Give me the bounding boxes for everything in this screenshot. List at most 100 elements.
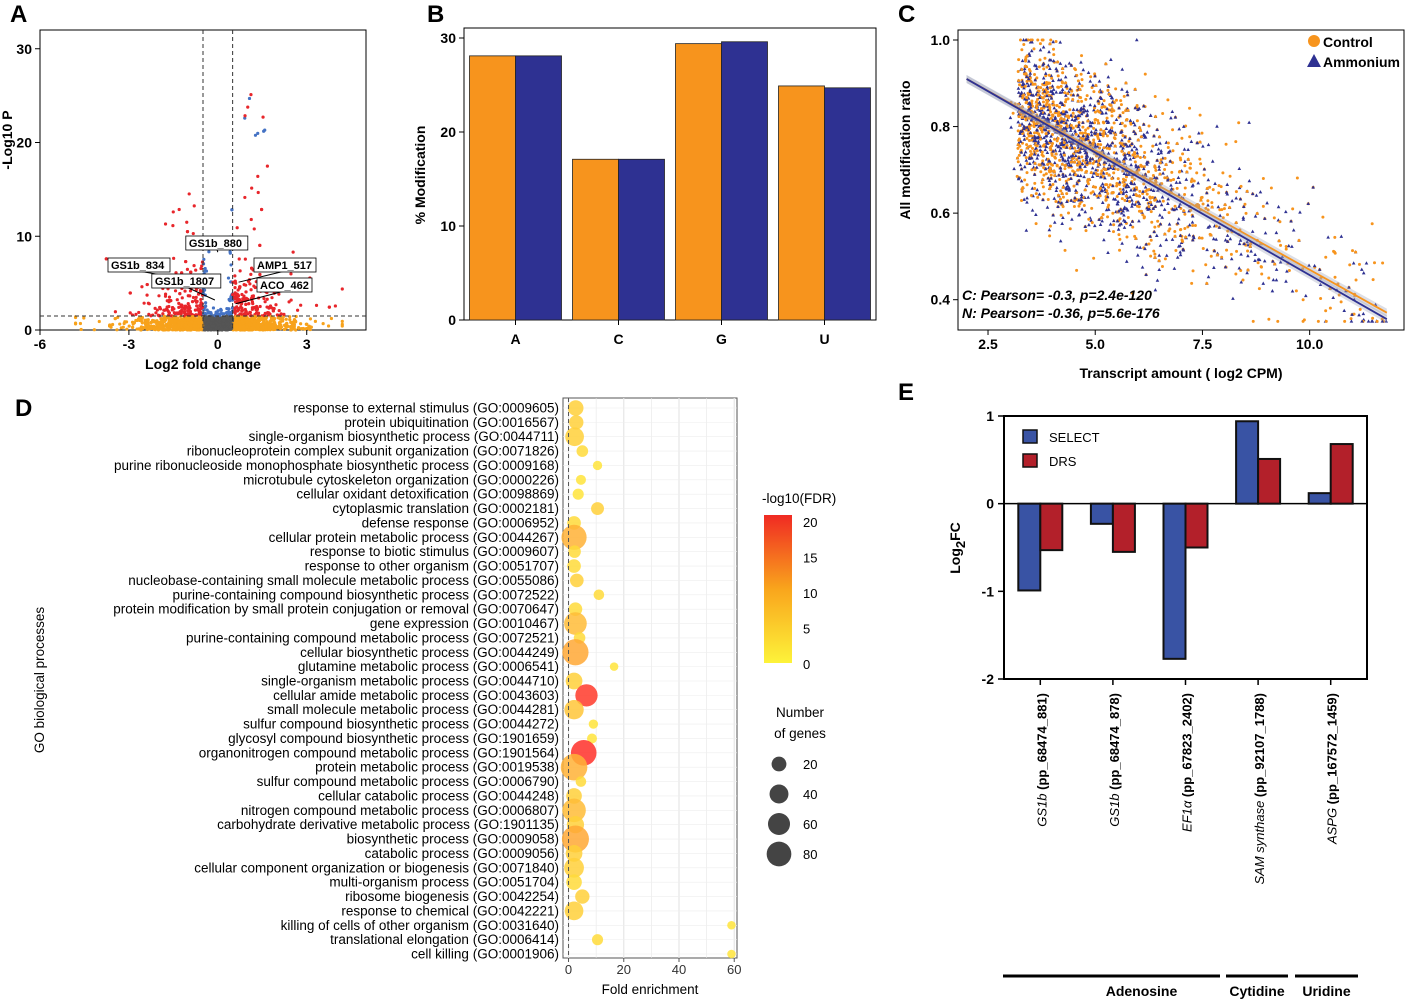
control-point — [1089, 171, 1093, 175]
volcano-point — [243, 297, 247, 301]
x-tick-label: -6 — [34, 336, 47, 352]
volcano-point — [233, 307, 237, 311]
control-point — [1209, 233, 1213, 237]
volcano-point — [240, 319, 244, 324]
control-point — [1297, 238, 1301, 242]
volcano-point — [115, 328, 119, 332]
control-point — [1062, 153, 1066, 157]
control-point — [1246, 249, 1250, 253]
control-point — [1121, 134, 1125, 138]
volcano-point — [177, 207, 181, 212]
volcano-point — [199, 297, 203, 302]
volcano-point — [113, 310, 117, 314]
volcano-point — [248, 282, 252, 286]
control-point — [1025, 171, 1029, 175]
control-point — [1022, 93, 1026, 97]
control-point — [1259, 265, 1263, 269]
ammonium-point — [1054, 143, 1059, 147]
ammonium-point — [1141, 195, 1146, 199]
volcano-point — [177, 323, 181, 327]
control-point — [1190, 281, 1194, 285]
control-point — [1061, 185, 1065, 189]
volcano-point — [242, 294, 246, 298]
control-point — [1058, 178, 1062, 182]
control-point — [1060, 80, 1064, 84]
control-point — [1071, 126, 1075, 130]
control-point — [1032, 47, 1036, 51]
volcano-point — [145, 293, 149, 297]
control-point — [1017, 153, 1021, 157]
control-point — [1041, 100, 1045, 104]
ammonium-point — [1182, 147, 1187, 151]
control-point — [1199, 198, 1203, 202]
label-box — [256, 277, 313, 293]
volcano-point — [270, 317, 274, 321]
control-point — [1030, 168, 1034, 172]
control-point — [1068, 108, 1072, 112]
ammonium-point — [1009, 125, 1013, 129]
control-point — [1071, 169, 1075, 173]
volcano-point — [288, 318, 292, 322]
volcano-point — [178, 292, 182, 296]
control-point — [1301, 267, 1305, 271]
control-point — [1117, 233, 1121, 237]
control-point — [1095, 172, 1099, 176]
control-point — [1041, 96, 1045, 100]
volcano-point — [203, 304, 208, 308]
control-point — [1183, 164, 1187, 168]
ammonium-point — [1068, 128, 1073, 132]
control-point — [1055, 104, 1059, 108]
volcano-point — [167, 316, 171, 321]
volcano-point — [185, 267, 190, 272]
control-point — [1016, 143, 1020, 147]
volcano-point — [205, 322, 209, 327]
ammonium-point — [1177, 127, 1182, 131]
volcano-point — [122, 321, 126, 326]
control-point — [1381, 261, 1385, 265]
control-point — [1223, 203, 1227, 207]
volcano-point — [249, 266, 254, 270]
volcano-point — [207, 320, 211, 324]
volcano-point — [192, 324, 196, 328]
volcano-point — [79, 327, 83, 332]
volcano-point — [307, 324, 311, 328]
control-point — [1375, 319, 1379, 323]
volcano-point — [227, 297, 231, 302]
volcano-point — [177, 320, 181, 324]
control-point — [1062, 141, 1066, 145]
control-point — [1078, 88, 1082, 92]
volcano-point — [154, 319, 158, 323]
control-point — [1113, 144, 1117, 148]
control-point — [1028, 144, 1032, 148]
control-point — [1161, 112, 1165, 116]
control-point — [1225, 213, 1229, 217]
volcano-point — [201, 311, 206, 315]
control-point — [1035, 131, 1039, 135]
control-point — [1034, 192, 1038, 196]
control-point — [1153, 225, 1157, 229]
control-point — [1080, 84, 1084, 88]
control-point — [1025, 100, 1029, 104]
volcano-point — [135, 318, 139, 323]
x-tick-label: 0 — [214, 336, 222, 352]
volcano-point — [253, 327, 257, 331]
control-point — [1053, 137, 1057, 141]
control-point — [1269, 186, 1273, 190]
control-point — [1195, 171, 1199, 175]
control-point — [1050, 76, 1054, 80]
control-point — [1041, 159, 1045, 163]
control-point — [1110, 110, 1114, 114]
volcano-point — [202, 257, 206, 261]
volcano-point — [228, 251, 232, 255]
control-point — [1191, 269, 1195, 273]
control-point — [1033, 186, 1037, 190]
volcano-point — [178, 318, 182, 322]
control-point — [1267, 276, 1271, 280]
ammonium-point — [1070, 117, 1075, 122]
control-point — [1173, 229, 1177, 233]
ammonium-point — [1060, 90, 1065, 94]
control-point — [1063, 100, 1067, 104]
control-point — [1029, 38, 1033, 42]
control-point — [1142, 216, 1146, 220]
